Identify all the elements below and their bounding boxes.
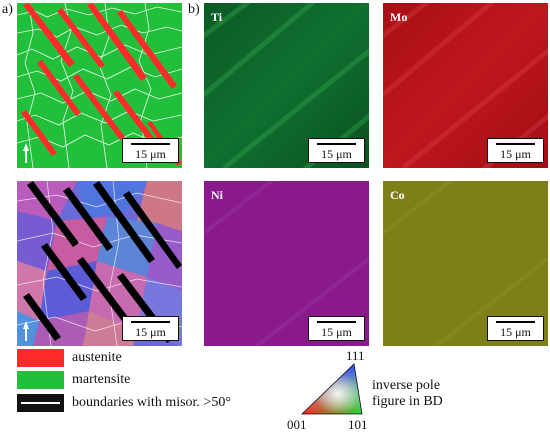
ipf-caption-line1: inverse pole [372,378,441,393]
austenite-label: austenite [72,350,122,365]
ipf-corner-101: 101 [348,417,368,432]
panel-b-letter: b) [188,2,200,17]
ipf-caption: inverse pole figure in BD [372,378,443,410]
austenite-swatch [17,349,64,367]
panel-a-letter: a) [2,2,13,17]
ti-map-scalebar: 15 μm [308,138,365,163]
ipf-corner-111: 111 [346,348,365,363]
boundaries-swatch [17,394,64,412]
martensite-label: martensite [72,372,131,387]
co-map-label: Co [390,188,405,202]
co-map-scalebar: 15 μm [487,316,544,341]
ipf-triangle-key [300,362,364,416]
ipf-caption-line2: figure in BD [372,394,443,410]
ti-map-label: Ti [211,10,223,24]
martensite-swatch [17,371,64,389]
ni-map-scalebar: 15 μm [308,316,365,341]
mo-map-scalebar: 15 μm [487,138,544,163]
ni-map-label: Ni [211,188,223,202]
ipf-corner-001: 001 [287,417,307,432]
ipf-map-scalebar: 15 μm [122,316,179,341]
boundaries-label: boundaries with misor. >50° [72,395,231,410]
phase-map-scalebar: 15 μm [122,138,179,163]
mo-map-label: Mo [390,10,408,24]
